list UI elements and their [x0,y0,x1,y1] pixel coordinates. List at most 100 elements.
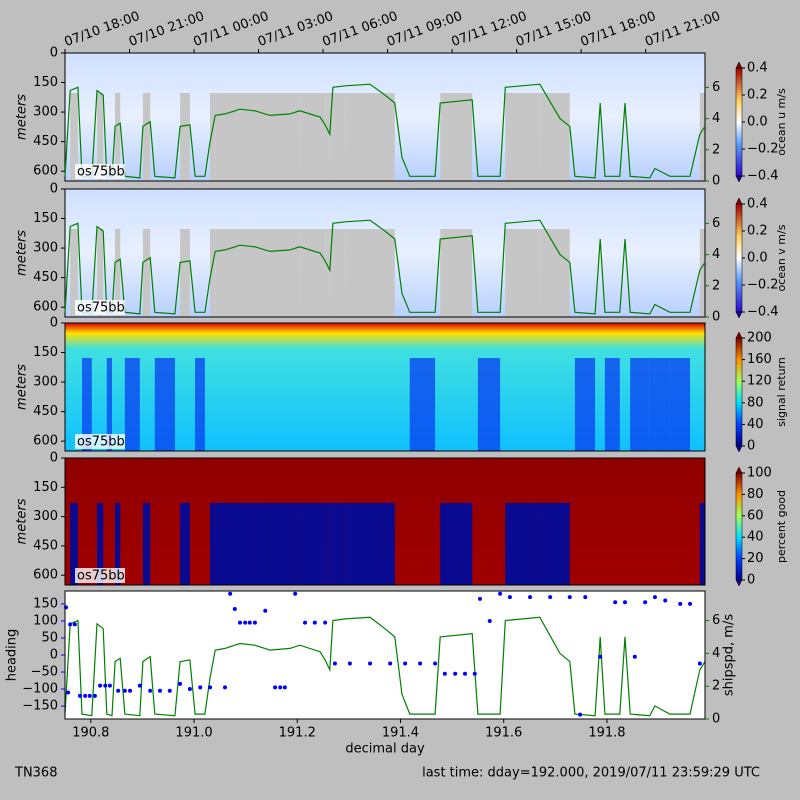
heading-point [148,688,153,693]
bad-data-region [70,503,78,585]
y-tick-label: 300 [33,375,58,390]
y-tick-label: 300 [33,509,58,524]
no-data-mask [440,229,473,317]
heading-point [167,688,172,693]
no-data-mask [559,229,570,317]
low-return-band [106,358,112,451]
colorbar-arrow [735,175,743,183]
plot-frame [64,52,706,182]
cruise-id: TN368 [14,766,57,781]
low-return-band [630,358,650,451]
heading-point [368,661,373,666]
panel-label: os75bb [77,435,125,450]
heading-point [223,685,227,690]
colorbar-arrow [735,197,743,205]
panel-label-bg [75,164,125,179]
heading-point [252,620,257,625]
heading-point [243,620,248,625]
low-return-band [82,358,92,451]
low-return-band [124,358,140,451]
heading-point [312,620,317,625]
x-tick-label: 191.8 [588,726,625,741]
colorbar-tick-label: 0.4 [747,61,768,76]
plot-frame [64,457,706,586]
plot-frame [64,322,706,452]
y-tick-label: 600 [33,568,58,583]
bad-data-region [370,503,385,585]
plot-frame [64,188,706,318]
y2-tick-label: 2 [712,278,720,293]
heading-point [643,600,648,605]
heading-point [403,661,408,666]
bad-data-region [329,503,333,585]
y2-axis-label: shipspd, m/s [722,614,737,696]
colorbar-tick-label: −0.4 [747,169,779,184]
no-data-mask [225,229,240,317]
y-tick-label: 0 [50,46,58,61]
bad-data-region [559,503,570,585]
no-data-mask [210,93,216,181]
no-data-mask [215,93,225,181]
shipspd-line [64,219,706,315]
no-data-mask [254,229,270,317]
no-data-mask [332,229,346,317]
heading-point [198,685,203,690]
heading-point [247,620,252,625]
low-return-band [477,358,501,451]
panel-label-bg [75,568,125,583]
bad-data-region [142,503,151,585]
bad-data-region [290,503,300,585]
y-tick-label: −100 [22,682,58,697]
no-data-mask [210,229,216,317]
colorbar-label: percent good [775,490,788,563]
x-tick-label: 191.2 [279,726,316,741]
colorbar-tick-label: 0.4 [747,197,768,212]
heading-point [137,683,142,688]
heading-point [442,671,447,676]
no-data-mask [345,229,371,317]
bad-data-region [299,503,320,585]
low-return-band [195,358,205,451]
bad-data-region [180,503,190,585]
no-data-mask [332,93,346,181]
heading-point [507,595,512,600]
bad-data-region [319,503,326,585]
y-tick-label: −50 [31,665,58,680]
y2-tick-label: 0 [712,174,720,189]
bad-data-region [505,503,540,585]
y-axis-label: heading [5,629,20,682]
shipspd-line [64,83,706,179]
heading-point [688,601,693,606]
y-tick-label: 600 [33,300,58,315]
heading-point [583,595,588,600]
no-data-mask [505,93,540,181]
y-axis-label: meters [15,230,30,276]
colorbar-arrow [735,311,743,319]
y-tick-label: 150 [33,596,58,611]
heading-point [68,622,73,627]
heading-point [128,688,133,693]
y-tick-label: 0 [50,182,58,197]
colorbar-arrow [735,466,743,474]
panel-label-bg [75,300,125,315]
heading-point [463,671,467,676]
heading-point [332,661,337,666]
no-data-mask [699,93,705,181]
colorbar-tick-label: 40 [747,417,764,432]
heading-point [598,654,603,659]
no-data-mask [115,229,121,317]
heading-point [87,693,92,698]
heading-point [92,693,97,698]
heading-point [697,661,702,666]
y-tick-label: 300 [33,241,58,256]
colorbar-arrow [735,61,743,69]
heading-point [477,596,482,601]
y-tick-label: 450 [33,538,58,553]
heading-point [487,618,492,623]
colorbar [735,67,743,177]
colorbar-label: ocean v m/s [775,224,788,291]
panel-label: os75bb [77,165,125,180]
heading-point [237,620,242,625]
y-tick-label: 300 [33,105,58,120]
